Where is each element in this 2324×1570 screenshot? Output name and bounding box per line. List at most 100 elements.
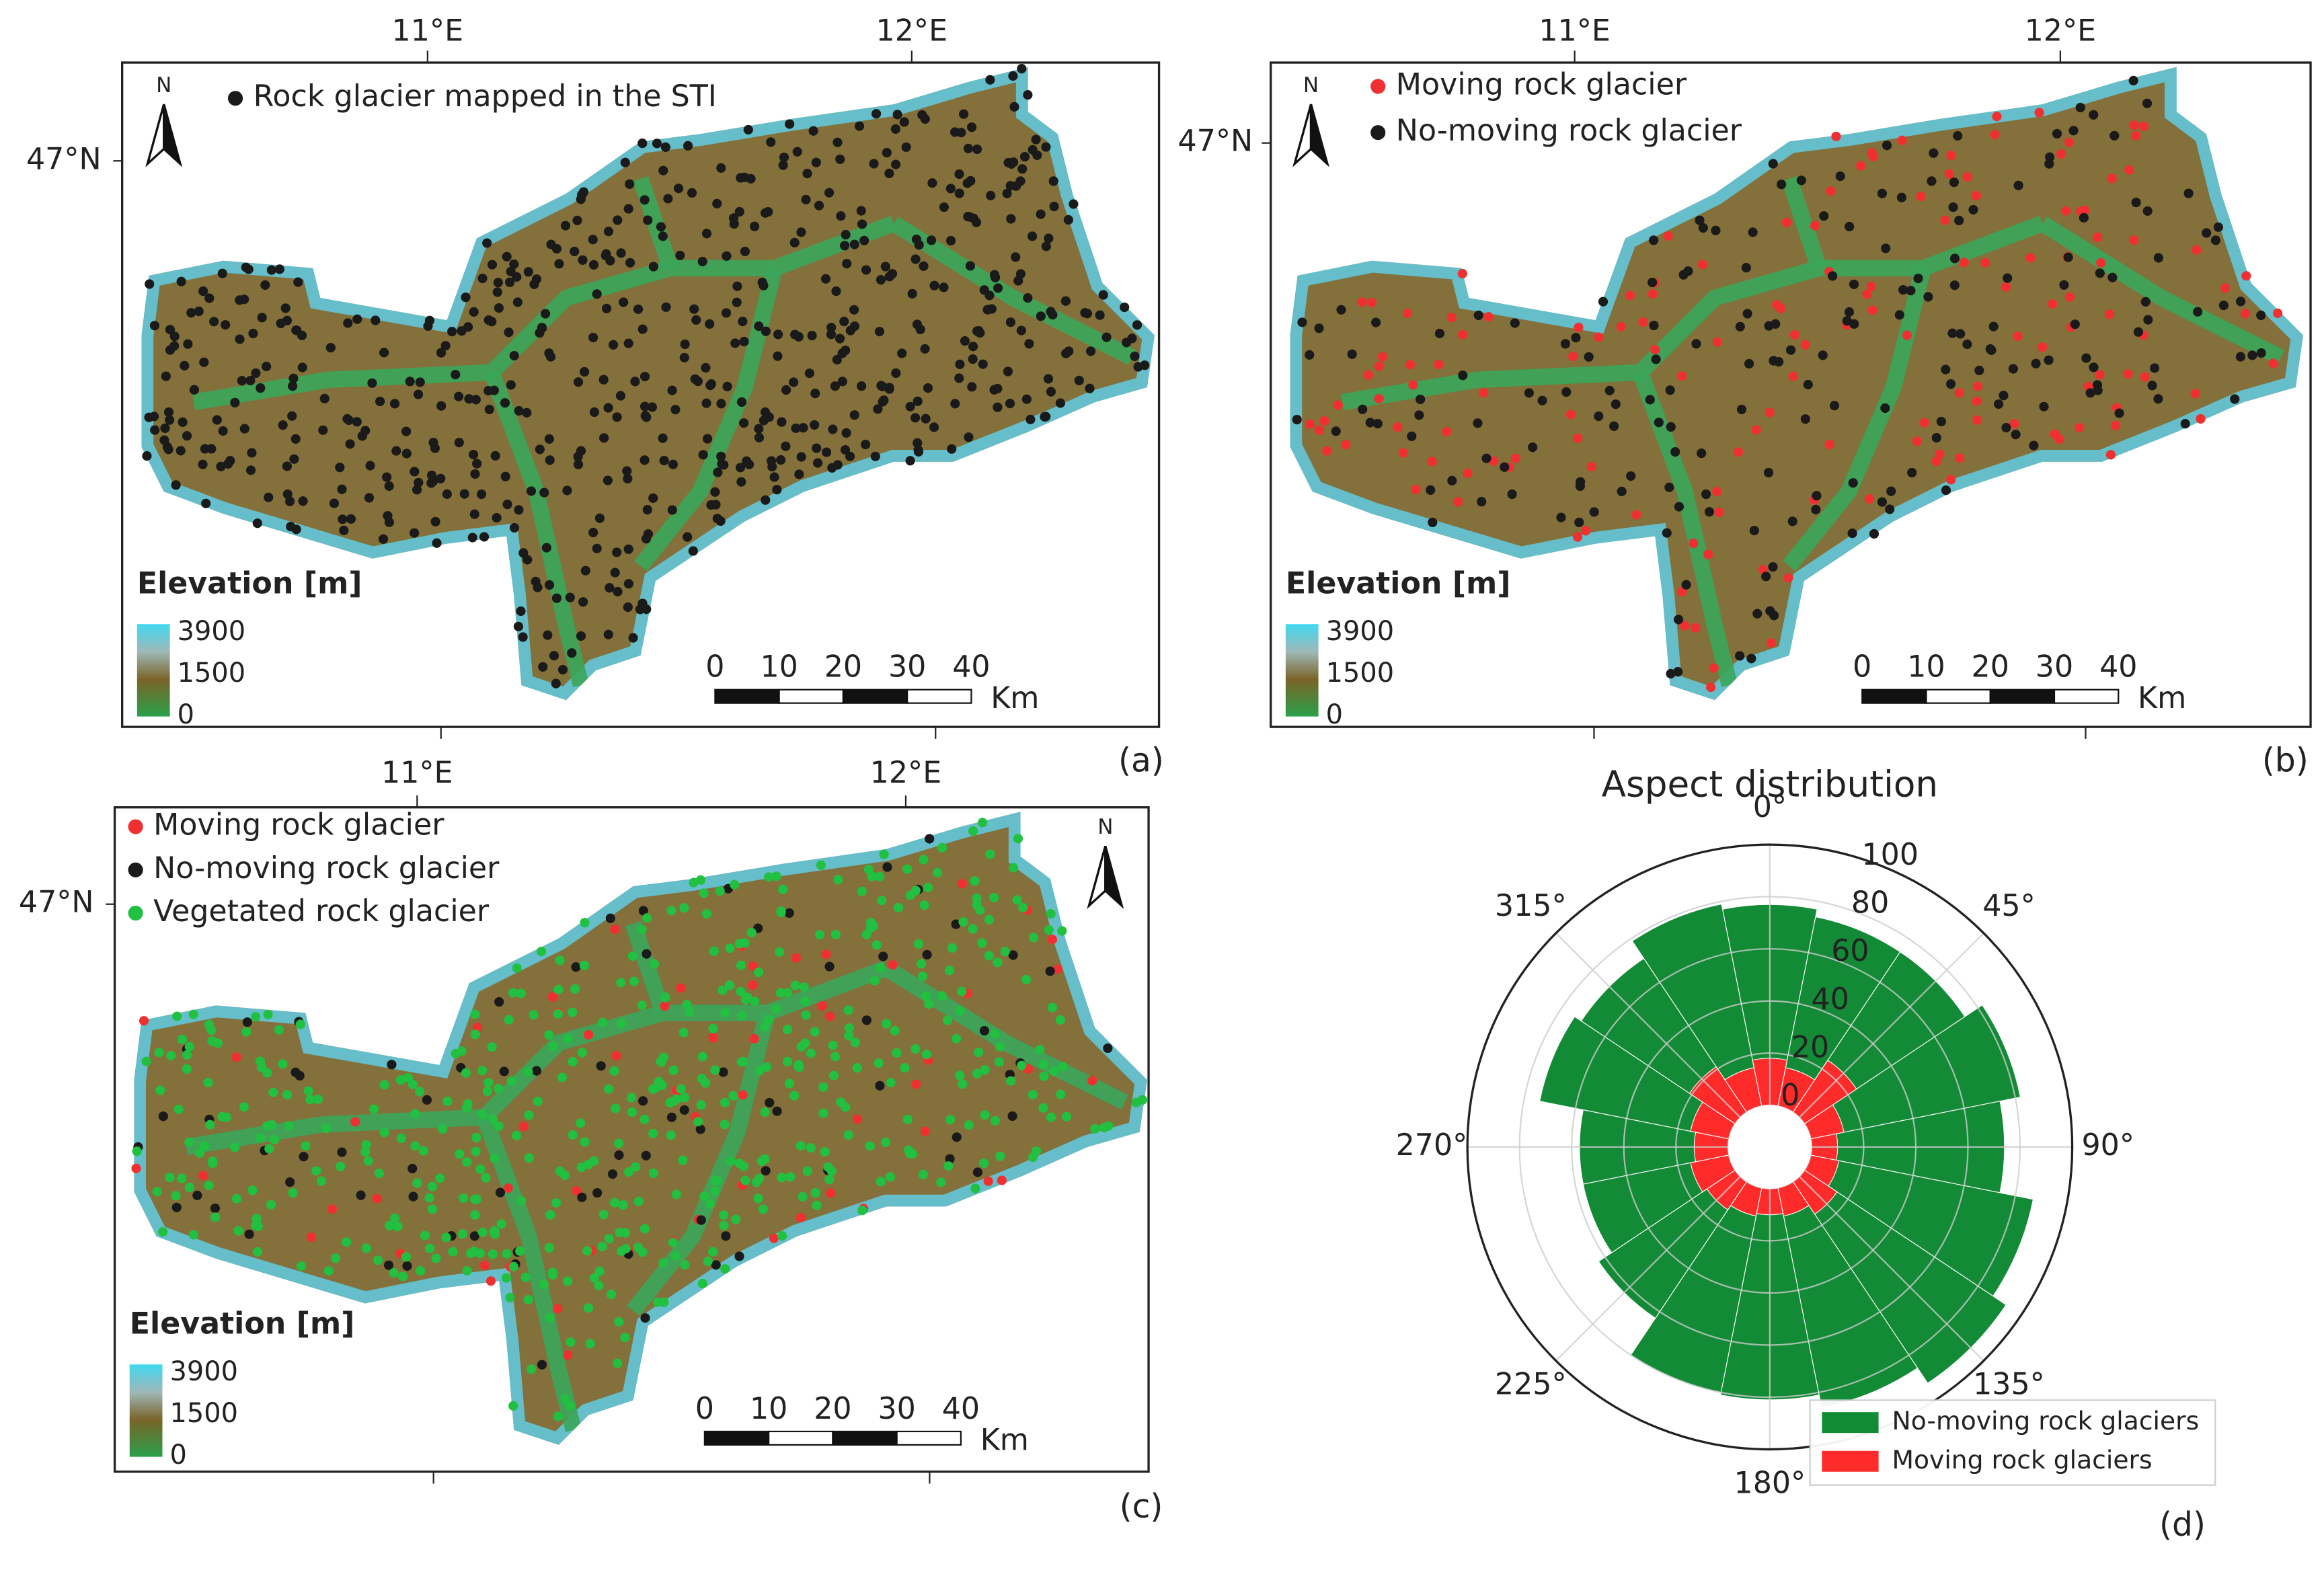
rock-glacier-dot bbox=[1736, 404, 1747, 415]
legend-marker bbox=[128, 862, 143, 877]
rock-glacier-dot bbox=[526, 486, 537, 496]
rock-glacier-dot bbox=[2210, 235, 2221, 245]
rock-glacier-dot bbox=[509, 259, 519, 270]
rock-glacier-dot bbox=[570, 984, 580, 994]
rock-glacier-dot bbox=[1631, 510, 1641, 520]
rock-glacier-dot bbox=[2009, 419, 2019, 429]
rock-glacier-dot bbox=[402, 1261, 412, 1271]
rock-glacier-dot bbox=[785, 1172, 796, 1182]
rock-glacier-dot bbox=[1027, 231, 1038, 241]
rock-glacier-dot bbox=[295, 1019, 305, 1029]
rock-glacier-dot bbox=[736, 397, 747, 407]
rock-glacier-dot bbox=[971, 217, 982, 227]
rock-glacier-dot bbox=[1032, 150, 1042, 160]
rock-glacier-dot bbox=[520, 1272, 531, 1282]
rock-glacier-dot bbox=[814, 200, 824, 210]
rock-glacier-dot bbox=[1948, 202, 1958, 212]
rock-glacier-dot bbox=[1574, 322, 1584, 333]
rock-glacier-dot bbox=[1803, 379, 1813, 390]
rock-glacier-dot bbox=[1788, 371, 1798, 381]
rock-glacier-dot bbox=[288, 381, 298, 391]
rock-glacier-dot bbox=[1046, 909, 1056, 919]
rock-glacier-dot bbox=[1665, 385, 1675, 395]
rock-glacier-dot bbox=[260, 280, 270, 290]
scale-unit: Km bbox=[991, 681, 1039, 715]
rock-glacier-dot bbox=[894, 902, 904, 912]
rock-glacier-dot bbox=[369, 1104, 379, 1114]
rock-glacier-dot bbox=[761, 1166, 771, 1176]
rock-glacier-dot bbox=[730, 338, 740, 348]
rock-glacier-dot bbox=[387, 1060, 397, 1070]
rock-glacier-dot bbox=[849, 321, 860, 331]
rock-glacier-dot bbox=[1046, 387, 1056, 397]
rock-glacier-dot bbox=[670, 1251, 681, 1261]
rock-glacier-dot bbox=[660, 992, 670, 1003]
rock-glacier-dot bbox=[508, 988, 518, 998]
panel-label: (b) bbox=[2262, 742, 2309, 779]
rock-glacier-dot bbox=[989, 892, 999, 903]
rock-glacier-dot bbox=[670, 405, 681, 415]
rock-glacier-dot bbox=[720, 1008, 730, 1018]
rock-glacier-dot bbox=[267, 1120, 277, 1130]
rock-glacier-dot bbox=[970, 1183, 980, 1193]
rock-glacier-dot bbox=[1931, 433, 1941, 443]
rock-glacier-dot bbox=[658, 1052, 669, 1062]
rock-glacier-dot bbox=[1048, 310, 1058, 320]
rock-glacier-dot bbox=[1896, 192, 1907, 202]
rock-glacier-dot bbox=[1676, 371, 1687, 381]
rock-glacier-dot bbox=[912, 319, 923, 329]
rock-glacier-dot bbox=[721, 1231, 731, 1241]
rock-glacier-dot bbox=[682, 999, 692, 1010]
rock-glacier-dot bbox=[806, 1048, 816, 1058]
rock-glacier-dot bbox=[771, 871, 781, 881]
rock-glacier-dot bbox=[1056, 1089, 1066, 1099]
rock-glacier-dot bbox=[2107, 272, 2118, 282]
rock-glacier-dot bbox=[2063, 252, 2073, 262]
rock-glacier-dot bbox=[1953, 130, 1963, 141]
rock-glacier-dot bbox=[897, 348, 907, 358]
rock-glacier-dot bbox=[501, 1273, 512, 1283]
rock-glacier-dot bbox=[715, 516, 726, 526]
rock-glacier-dot bbox=[291, 325, 301, 336]
rock-glacier-dot bbox=[1916, 192, 1926, 202]
rock-glacier-dot bbox=[484, 404, 494, 415]
legend-label: No-moving rock glaciers bbox=[1892, 1406, 2200, 1436]
rock-glacier-dot bbox=[888, 960, 898, 970]
rock-glacier-dot bbox=[652, 139, 662, 149]
rock-glacier-dot bbox=[1098, 290, 1108, 300]
rock-glacier-dot bbox=[945, 1115, 956, 1125]
rock-glacier-dot bbox=[640, 1114, 650, 1124]
rock-glacier-dot bbox=[640, 195, 650, 205]
rock-glacier-dot bbox=[495, 1187, 506, 1198]
rock-glacier-dot bbox=[621, 1243, 631, 1254]
rock-glacier-dot bbox=[642, 913, 652, 923]
rock-glacier-dot bbox=[859, 235, 869, 245]
rock-glacier-dot bbox=[1994, 399, 2004, 409]
rock-glacier-dot bbox=[849, 410, 859, 420]
rock-glacier-dot bbox=[612, 412, 622, 422]
rock-glacier-dot bbox=[876, 963, 886, 973]
rock-glacier-dot bbox=[1473, 310, 1483, 321]
rock-glacier-dot bbox=[544, 1030, 554, 1040]
rock-glacier-dot bbox=[1962, 339, 1972, 350]
rock-glacier-dot bbox=[477, 1066, 488, 1076]
rock-glacier-dot bbox=[933, 867, 943, 877]
scale-tick: 0 bbox=[1853, 650, 1871, 684]
north-arrow bbox=[1104, 845, 1124, 910]
rock-glacier-dot bbox=[2150, 363, 2160, 373]
rock-glacier-dot bbox=[841, 230, 851, 240]
rock-glacier-dot bbox=[1481, 453, 1492, 463]
valley bbox=[625, 920, 671, 1016]
rock-glacier-dot bbox=[628, 633, 638, 643]
rock-glacier-dot bbox=[2064, 292, 2075, 302]
rock-glacier-dot bbox=[790, 980, 800, 990]
rock-glacier-dot bbox=[1132, 320, 1142, 330]
theta-tick-label: 45° bbox=[1982, 889, 2036, 923]
rock-glacier-dot bbox=[917, 971, 928, 982]
rock-glacier-dot bbox=[560, 1394, 570, 1404]
rock-glacier-dot bbox=[2105, 309, 2115, 319]
scale-tick: 10 bbox=[750, 1392, 787, 1426]
rock-glacier-dot bbox=[599, 433, 609, 443]
rock-glacier-dot bbox=[1061, 1111, 1072, 1122]
rock-glacier-dot bbox=[937, 842, 947, 853]
